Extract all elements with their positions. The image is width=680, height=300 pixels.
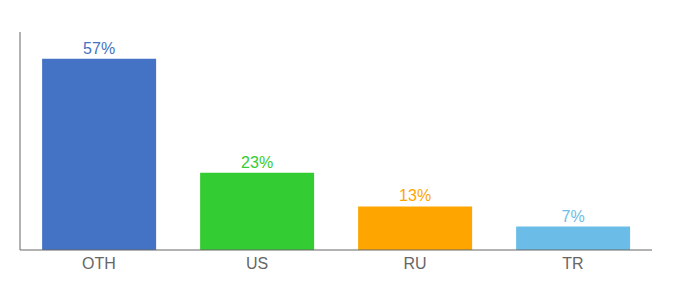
- svg-text:OTH: OTH: [82, 255, 116, 272]
- svg-text:23%: 23%: [241, 154, 273, 171]
- svg-text:TR: TR: [562, 255, 583, 272]
- svg-text:US: US: [246, 255, 268, 272]
- svg-text:57%: 57%: [83, 40, 115, 57]
- svg-text:7%: 7%: [562, 208, 585, 225]
- svg-text:13%: 13%: [399, 187, 431, 204]
- svg-text:RU: RU: [403, 255, 426, 272]
